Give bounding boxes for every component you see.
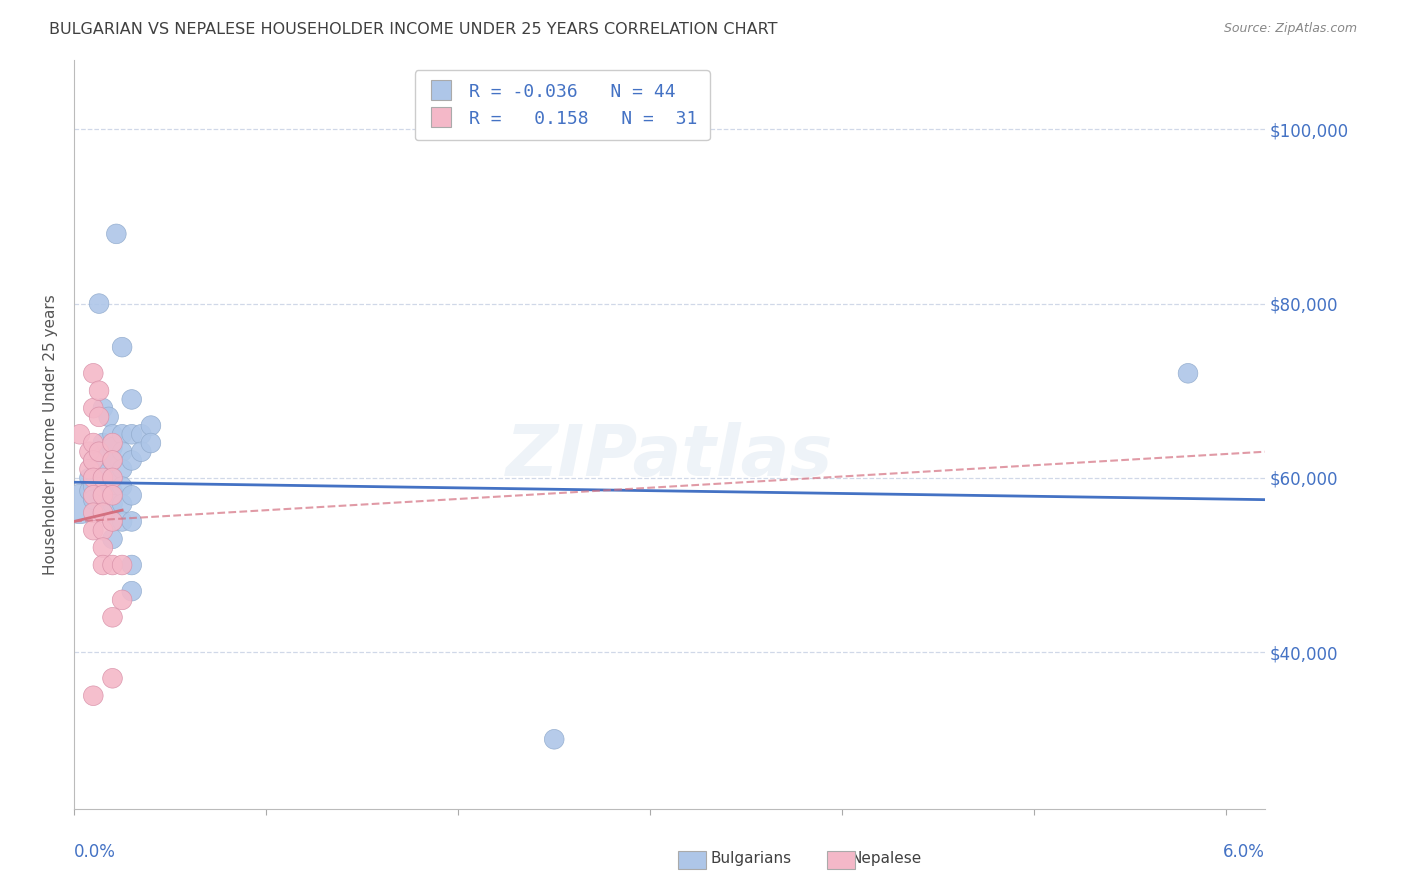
- Point: [91, 558, 114, 572]
- Text: Source: ZipAtlas.com: Source: ZipAtlas.com: [1223, 22, 1357, 36]
- Point: [101, 515, 124, 529]
- Point: [105, 227, 128, 241]
- Point: [139, 436, 162, 450]
- Point: [131, 444, 153, 458]
- Point: [82, 480, 104, 494]
- Legend: R = -0.036   N = 44, R =   0.158   N =  31: R = -0.036 N = 44, R = 0.158 N = 31: [415, 70, 710, 140]
- Point: [121, 453, 143, 467]
- Point: [91, 436, 114, 450]
- Point: [101, 483, 124, 498]
- Point: [111, 592, 134, 607]
- Point: [82, 471, 104, 485]
- Point: [87, 444, 110, 458]
- Point: [91, 541, 114, 555]
- Point: [121, 427, 143, 442]
- Point: [111, 480, 134, 494]
- Point: [82, 401, 104, 416]
- Point: [82, 492, 104, 507]
- Point: [82, 436, 104, 450]
- Point: [101, 558, 124, 572]
- Point: [111, 558, 134, 572]
- Point: [111, 427, 134, 442]
- Point: [121, 584, 143, 599]
- Point: [91, 506, 114, 520]
- Point: [101, 436, 124, 450]
- Point: [101, 488, 124, 502]
- Point: [82, 453, 104, 467]
- Point: [79, 483, 101, 498]
- Text: 0.0%: 0.0%: [75, 843, 115, 861]
- Point: [91, 449, 114, 463]
- Point: [91, 523, 114, 537]
- Point: [79, 462, 101, 476]
- Point: [101, 532, 124, 546]
- Point: [121, 515, 143, 529]
- Point: [82, 453, 104, 467]
- Point: [111, 497, 134, 511]
- Point: [87, 384, 110, 398]
- Point: [91, 480, 114, 494]
- Point: [91, 488, 114, 502]
- Point: [91, 401, 114, 416]
- Text: Bulgarians: Bulgarians: [710, 851, 792, 865]
- Point: [82, 488, 104, 502]
- Y-axis label: Householder Income Under 25 years: Householder Income Under 25 years: [44, 294, 58, 574]
- Point: [121, 488, 143, 502]
- Point: [82, 471, 104, 485]
- Point: [101, 427, 124, 442]
- Point: [121, 392, 143, 407]
- Point: [111, 340, 134, 354]
- Text: ZIPatlas: ZIPatlas: [506, 422, 834, 491]
- Point: [101, 471, 124, 485]
- Point: [543, 732, 565, 747]
- Point: [69, 427, 91, 442]
- Point: [139, 418, 162, 433]
- Text: Nepalese: Nepalese: [851, 851, 922, 865]
- Point: [91, 462, 114, 476]
- Point: [101, 671, 124, 685]
- Point: [101, 471, 124, 485]
- Point: [131, 427, 153, 442]
- Point: [87, 409, 110, 424]
- Point: [97, 409, 120, 424]
- Point: [82, 367, 104, 381]
- Point: [101, 441, 124, 455]
- Point: [121, 558, 143, 572]
- Point: [1177, 367, 1199, 381]
- Point: [91, 471, 114, 485]
- Text: 6.0%: 6.0%: [1223, 843, 1265, 861]
- Point: [91, 506, 114, 520]
- Point: [111, 515, 134, 529]
- Point: [82, 689, 104, 703]
- Point: [111, 462, 134, 476]
- Point: [87, 296, 110, 310]
- Point: [101, 453, 124, 467]
- Point: [79, 444, 101, 458]
- Point: [101, 497, 124, 511]
- Point: [69, 497, 91, 511]
- Point: [101, 610, 124, 624]
- Text: BULGARIAN VS NEPALESE HOUSEHOLDER INCOME UNDER 25 YEARS CORRELATION CHART: BULGARIAN VS NEPALESE HOUSEHOLDER INCOME…: [49, 22, 778, 37]
- Point: [82, 506, 104, 520]
- Point: [101, 515, 124, 529]
- Point: [101, 453, 124, 467]
- Point: [111, 444, 134, 458]
- Point: [79, 471, 101, 485]
- Point: [82, 523, 104, 537]
